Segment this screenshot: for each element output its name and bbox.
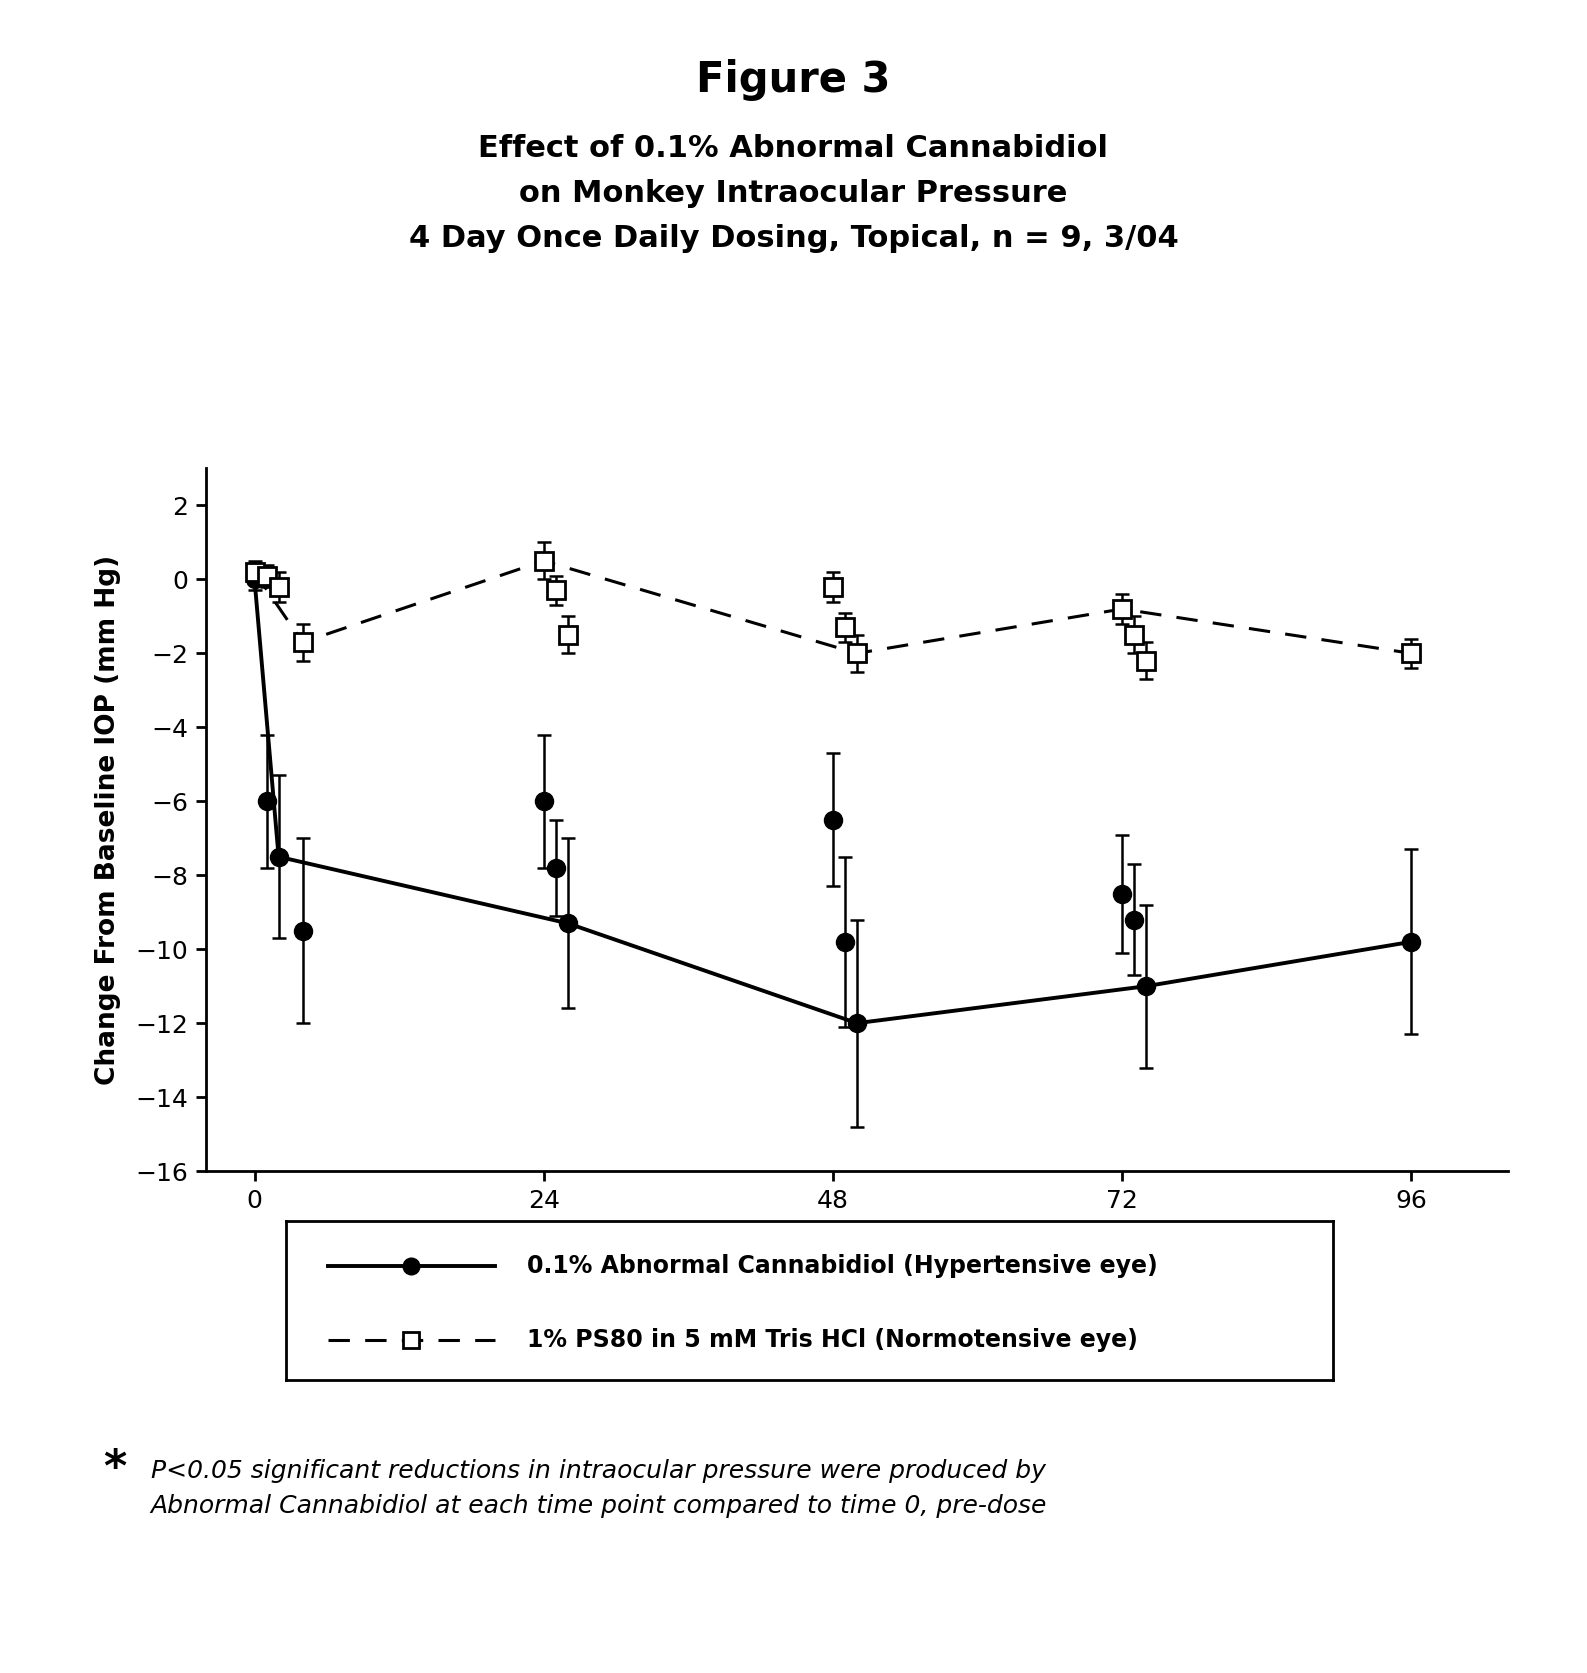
Text: *: * [103,1447,127,1491]
Text: 1% PS80 in 5 mM Tris HCl (Normotensive eye): 1% PS80 in 5 mM Tris HCl (Normotensive e… [527,1328,1138,1352]
Text: P<0.05 significant reductions in intraocular pressure were produced by
Abnormal : P<0.05 significant reductions in intraoc… [151,1459,1047,1519]
Y-axis label: Change From Baseline IOP (mm Hg): Change From Baseline IOP (mm Hg) [95,555,122,1084]
Text: 0.1% Abnormal Cannabidiol (Hypertensive eye): 0.1% Abnormal Cannabidiol (Hypertensive … [527,1253,1157,1278]
Text: Figure 3: Figure 3 [697,59,890,100]
Text: Effect of 0.1% Abnormal Cannabidiol
on Monkey Intraocular Pressure
4 Day Once Da: Effect of 0.1% Abnormal Cannabidiol on M… [408,134,1179,253]
X-axis label: Time (hours): Time (hours) [747,1230,966,1258]
